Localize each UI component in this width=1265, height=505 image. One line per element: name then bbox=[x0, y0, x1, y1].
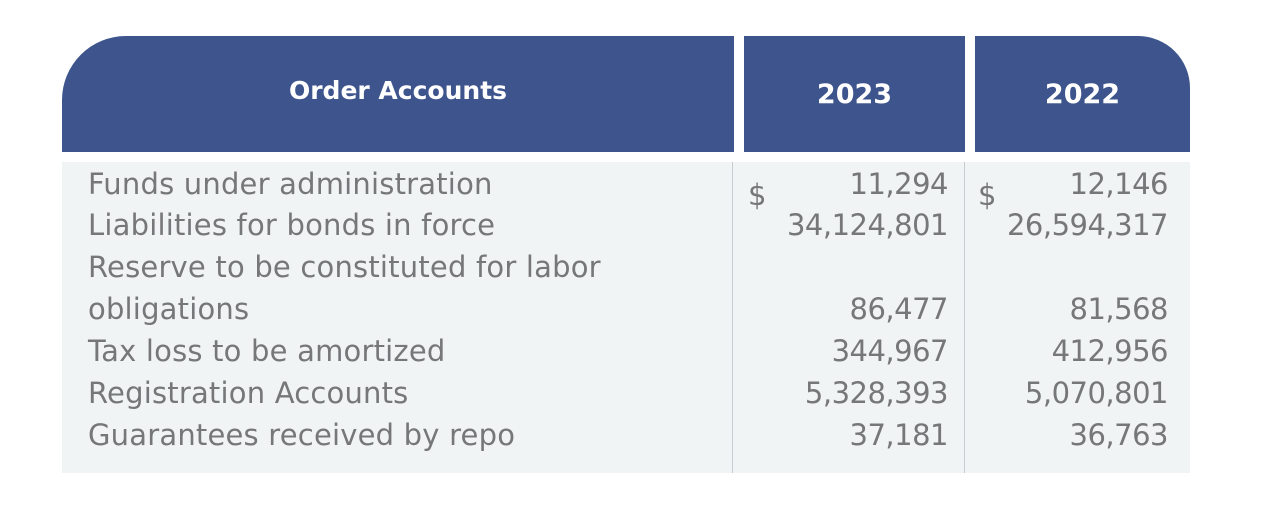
header-year-2022-label: 2022 bbox=[1044, 78, 1121, 110]
cell-2023: 5,328,393 bbox=[804, 376, 949, 410]
header-year-2023: 2023 bbox=[744, 36, 965, 152]
row-label: Reserve to be constituted for labor bbox=[88, 250, 601, 284]
cell-2023: 86,477 bbox=[849, 292, 949, 326]
order-accounts-table: Order Accounts 2023 2022 $ $ Funds under… bbox=[62, 36, 1190, 473]
column-divider bbox=[732, 162, 733, 473]
row-label: Liabilities for bonds in force bbox=[88, 208, 496, 242]
row-label: Funds under administration bbox=[88, 167, 493, 201]
header-order-accounts: Order Accounts bbox=[62, 36, 734, 152]
cell-2022: 5,070,801 bbox=[1024, 376, 1169, 410]
header-year-2023-label: 2023 bbox=[816, 78, 893, 110]
cell-2022: 36,763 bbox=[1069, 418, 1169, 452]
header-label: Order Accounts bbox=[288, 75, 508, 105]
row-label: Guarantees received by repo bbox=[88, 418, 516, 452]
cell-2022: 12,146 bbox=[1069, 167, 1169, 201]
row-label: Tax loss to be amortized bbox=[88, 334, 446, 368]
currency-symbol-2022: $ bbox=[978, 178, 997, 212]
cell-2023: 344,967 bbox=[831, 334, 949, 368]
cell-2023: 34,124,801 bbox=[786, 208, 949, 242]
table-body bbox=[62, 162, 1190, 473]
row-label: obligations bbox=[88, 292, 250, 326]
column-divider bbox=[964, 162, 965, 473]
header-year-2022: 2022 bbox=[975, 36, 1190, 152]
cell-2022: 412,956 bbox=[1051, 334, 1169, 368]
cell-2023: 37,181 bbox=[849, 418, 949, 452]
cell-2022: 81,568 bbox=[1069, 292, 1169, 326]
cell-2022: 26,594,317 bbox=[1006, 208, 1169, 242]
currency-symbol-2023: $ bbox=[748, 178, 767, 212]
row-label: Registration Accounts bbox=[88, 376, 409, 410]
cell-2023: 11,294 bbox=[849, 167, 949, 201]
